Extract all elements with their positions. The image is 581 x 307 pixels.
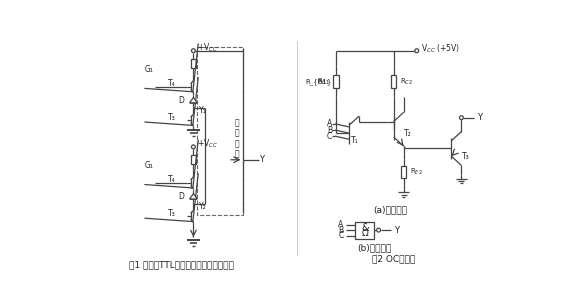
Circle shape <box>192 145 195 149</box>
Text: R$_{C2}$: R$_{C2}$ <box>400 76 413 87</box>
Text: Ω: Ω <box>361 229 368 238</box>
Bar <box>191 59 196 68</box>
Text: R$_{B1}$: R$_{B1}$ <box>317 76 330 87</box>
Text: 图1 普通的TTL与非门电路输出并联使用: 图1 普通的TTL与非门电路输出并联使用 <box>130 260 234 269</box>
Text: B: B <box>327 126 332 134</box>
Text: T₂: T₂ <box>404 129 412 138</box>
Text: &: & <box>361 223 368 233</box>
Text: Y₁: Y₁ <box>199 106 206 115</box>
Text: D: D <box>178 96 184 105</box>
Text: R_{B1}: R_{B1} <box>305 78 331 85</box>
Text: 低
阻
通
路: 低 阻 通 路 <box>235 119 239 159</box>
Text: T₃: T₃ <box>168 113 175 122</box>
Text: Y: Y <box>477 113 482 122</box>
Text: T₃: T₃ <box>168 209 175 218</box>
Text: T₁: T₁ <box>350 136 358 145</box>
Text: C: C <box>327 132 332 141</box>
Text: B: B <box>339 226 343 235</box>
Text: G₁: G₁ <box>145 161 153 170</box>
Text: +V$_{CC}$: +V$_{CC}$ <box>198 138 218 150</box>
Circle shape <box>376 228 381 232</box>
Text: R$_{E2}$: R$_{E2}$ <box>410 167 422 177</box>
Circle shape <box>460 116 463 120</box>
Text: V$_{CC}$ (+5V): V$_{CC}$ (+5V) <box>421 43 460 55</box>
Bar <box>198 47 243 215</box>
Text: Y: Y <box>394 226 399 235</box>
Polygon shape <box>189 194 198 199</box>
Bar <box>355 222 374 239</box>
Text: D: D <box>178 192 184 201</box>
Circle shape <box>415 49 419 52</box>
Text: (b)逻辑符号: (b)逻辑符号 <box>357 243 392 252</box>
Text: T₄: T₄ <box>168 175 175 184</box>
Text: +V$_{CC}$: +V$_{CC}$ <box>198 41 218 54</box>
Text: T₄: T₄ <box>168 79 175 88</box>
Bar <box>333 75 339 88</box>
Bar <box>391 75 396 88</box>
Text: 图2 OC门电路: 图2 OC门电路 <box>372 254 415 263</box>
Text: Y: Y <box>260 155 264 164</box>
Text: Y₂: Y₂ <box>199 202 207 211</box>
Polygon shape <box>189 97 198 103</box>
Text: T₃: T₃ <box>462 152 470 161</box>
Text: C: C <box>338 231 343 240</box>
Text: A: A <box>327 119 332 128</box>
Text: (a)电路结构: (a)电路结构 <box>373 206 407 215</box>
Text: A: A <box>338 220 343 229</box>
Bar <box>401 166 406 178</box>
Circle shape <box>192 49 195 52</box>
Text: G₁: G₁ <box>145 65 153 74</box>
Bar <box>191 155 196 165</box>
